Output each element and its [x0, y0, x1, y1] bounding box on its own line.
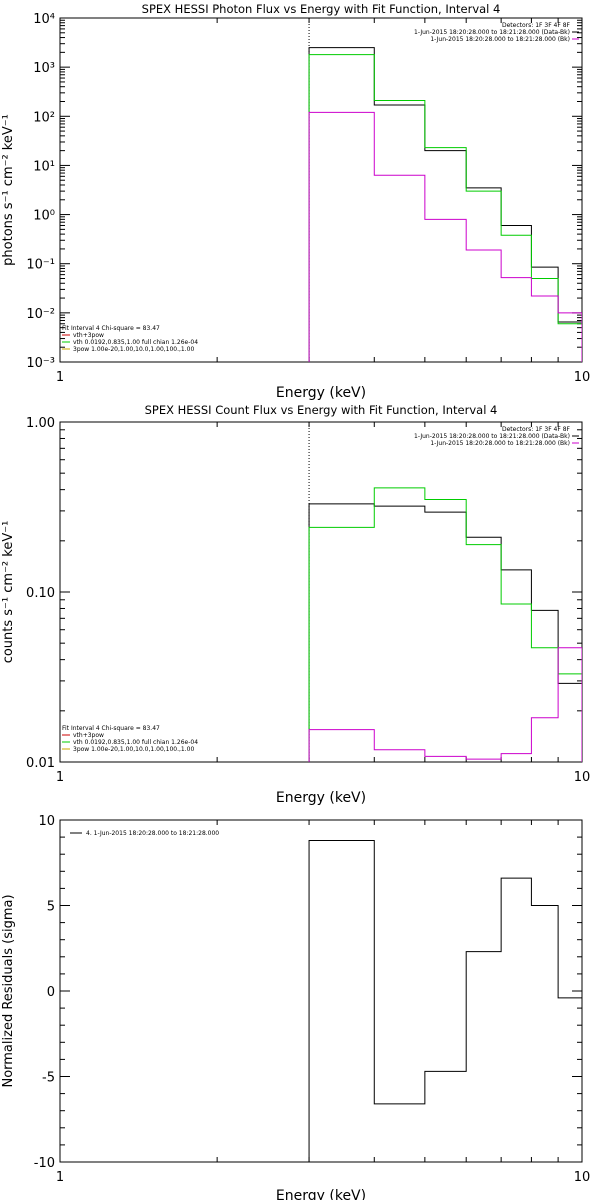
- y-tick-label: 10⁻³: [26, 356, 55, 371]
- y-axis-label-3: Normalized Residuals (sigma): [1, 894, 16, 1087]
- x-tick-label: 10: [574, 770, 591, 785]
- plot-frame-3: [59, 819, 583, 1163]
- y-axis-label-2: counts s⁻¹ cm⁻² keV⁻¹: [1, 521, 16, 664]
- x-axis-label-2: Energy (keV): [276, 790, 366, 806]
- x-axis-label-1: Energy (keV): [276, 385, 366, 401]
- legend-top-entry: 1-Jun-2015 18:20:28.000 to 18:21:28.000 …: [414, 433, 570, 440]
- x-tick-label: 10: [574, 370, 591, 385]
- x-axis-label-3: Energy (keV): [276, 1188, 366, 1200]
- y-tick-label: 0.10: [26, 586, 55, 601]
- legend-entry: 4. 1-Jun-2015 18:20:28.000 to 18:21:28.0…: [86, 830, 219, 837]
- y-tick-label: -10: [34, 1156, 55, 1171]
- x-tick-label: 10: [574, 1170, 591, 1185]
- y-tick-label: 10²: [33, 110, 55, 125]
- legend-top-entry: 1-Jun-2015 18:20:28.000 to 18:21:28.000 …: [414, 29, 570, 36]
- y-tick-label: 1.00: [26, 416, 55, 431]
- legend-top-entry: Detectors: 1F 3F 4F 8F: [502, 22, 571, 29]
- legend-bottom-entry: vth+3pow: [73, 332, 104, 339]
- legend-bottom-entry: 3pow 1.00e-20,1.00,10.0,1.00,100.,1.00: [73, 746, 194, 753]
- x-tick-label: 1: [56, 770, 64, 785]
- series-line-1: [308, 47, 582, 362]
- y-tick-label: 10⁻²: [26, 307, 55, 322]
- legend-top-entry: 1-Jun-2015 18:20:28.000 to 18:21:28.000 …: [430, 440, 570, 447]
- x-tick-label: 1: [56, 370, 64, 385]
- y-tick-label: 10³: [33, 61, 55, 76]
- series-line-2: [308, 487, 582, 762]
- legend-top-entry: Detectors: 1F 3F 4F 8F: [502, 426, 571, 433]
- legend-bottom-entry: 3pow 1.00e-20,1.00,10.0,1.00,100.,1.00: [73, 346, 194, 353]
- legend-bottom-entry: vth 0.0192,0.835,1.00 full chian 1.26e-0…: [73, 339, 198, 346]
- legend-bottom-entry: vth 0.0192,0.835,1.00 full chian 1.26e-0…: [73, 739, 198, 746]
- series-line-1: [308, 840, 582, 1162]
- series-line-2: [308, 54, 582, 362]
- y-tick-label: 0: [47, 985, 55, 1000]
- y-tick-label: -5: [42, 1071, 55, 1086]
- y-tick-label: 10⁰: [33, 209, 55, 224]
- y-tick-label: 5: [47, 900, 55, 915]
- y-tick-label: 10¹: [33, 159, 55, 174]
- chart-title-2: SPEX HESSI Count Flux vs Energy with Fit…: [145, 403, 498, 417]
- legend-bottom-entry: vth+3pow: [73, 732, 104, 739]
- series-line-3: [308, 111, 582, 362]
- chart-title-1: SPEX HESSI Photon Flux vs Energy with Fi…: [142, 2, 501, 16]
- legend-bottom-header: Fit Interval 4 Chi-square = 83.47: [62, 325, 160, 332]
- y-tick-label: 0.01: [26, 756, 55, 771]
- legend-bottom-header: Fit Interval 4 Chi-square = 83.47: [62, 725, 160, 732]
- legend-top-entry: 1-Jun-2015 18:20:28.000 to 18:21:28.000 …: [430, 36, 570, 43]
- series-line-1: [308, 503, 582, 762]
- x-tick-label: 1: [56, 1170, 64, 1185]
- y-tick-label: 10⁻¹: [26, 258, 55, 273]
- plot-frame-1: [59, 17, 583, 363]
- y-tick-label: 10: [38, 814, 55, 829]
- plot-frame-2: [59, 421, 583, 763]
- y-axis-label-1: photons s⁻¹ cm⁻² keV⁻¹: [1, 114, 16, 266]
- series-line-3: [308, 647, 582, 762]
- y-tick-label: 10⁴: [33, 12, 55, 27]
